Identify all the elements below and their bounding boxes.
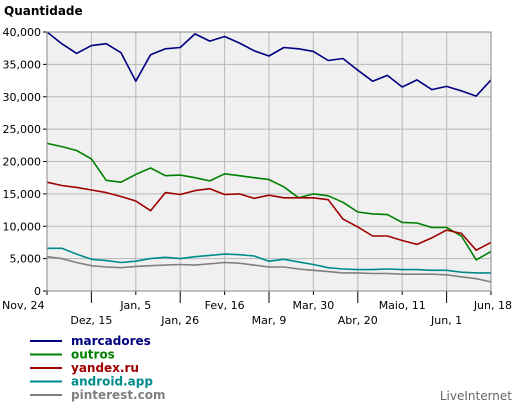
series-line-yandex-ru	[46, 181, 492, 251]
series-lines	[46, 31, 492, 283]
y-tick-label: 5,000	[10, 253, 42, 266]
x-tick-label: Jan, 5	[119, 299, 151, 312]
x-tick-label: Jun, 18	[473, 299, 512, 312]
legend-label: outros	[71, 348, 115, 362]
x-tick-label: Mar, 9	[252, 314, 287, 327]
y-tick-label: 10,000	[3, 220, 42, 233]
y-axis-ticks: 0 5,000 10,000 15,000 20,000 25,000 30,000 35,0…	[3, 26, 47, 298]
y-axis-title: Quantidade	[4, 4, 83, 18]
series-line-pinterest-com	[46, 255, 492, 283]
series-line-android-app	[47, 247, 491, 274]
y-tick-label: 0	[34, 285, 41, 298]
x-tick-label: Nov, 24	[2, 299, 44, 312]
legend: marcadoresoutrosyandex.ruandroid.apppint…	[30, 334, 165, 402]
legend-label: marcadores	[71, 334, 151, 348]
x-tick-label: Mar, 30	[293, 299, 335, 312]
x-tick-label: Jan, 26	[160, 314, 199, 327]
plot-frame	[46, 31, 492, 292]
y-tick-label: 30,000	[3, 91, 42, 104]
x-tick-label: Abr, 20	[338, 314, 378, 327]
y-tick-label: 15,000	[3, 188, 42, 201]
series-line-marcadores	[46, 31, 492, 97]
y-tick-label: 40,000	[3, 26, 42, 39]
y-tick-label: 25,000	[3, 123, 42, 136]
x-tick-label: Maio, 11	[379, 299, 426, 312]
legend-label: yandex.ru	[71, 361, 139, 375]
y-tick-label: 35,000	[3, 58, 42, 71]
x-tick-label: Jun, 1	[430, 314, 462, 327]
legend-label: android.app	[71, 375, 153, 389]
legend-label: pinterest.com	[71, 388, 165, 402]
x-tick-label: Dez, 15	[70, 314, 112, 327]
series-line-outros	[46, 142, 492, 261]
x-axis-ticks: Nov, 24 Dez, 15 Jan, 5 Jan, 26 Fev, 16 Mar, 9…	[2, 291, 512, 327]
source-label: LiveInternet	[440, 389, 512, 403]
y-tick-label: 20,000	[3, 156, 42, 169]
x-tick-label: Fev, 16	[205, 299, 245, 312]
